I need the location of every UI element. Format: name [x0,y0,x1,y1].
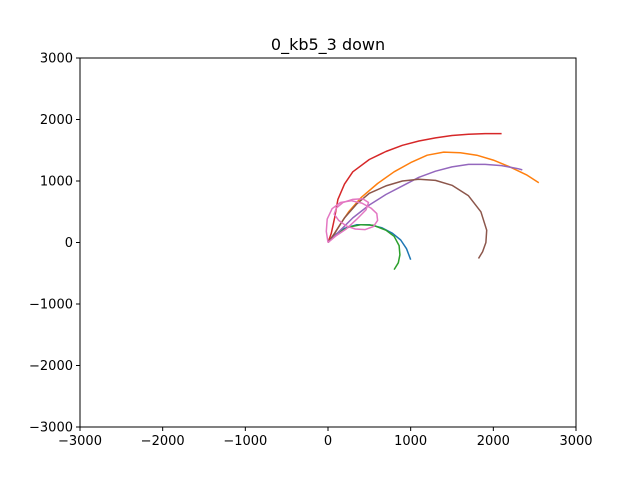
x-tick-label: −2000 [141,434,185,449]
y-axis: −3000 −2000 −1000 0 1000 2000 3000 [29,52,80,436]
y-tick-label: 3000 [40,52,73,67]
x-tick-label: −1000 [223,434,267,449]
series-line-5 [327,163,523,244]
x-tick-label: −3000 [58,434,102,449]
y-tick-label: 2000 [40,113,73,128]
x-tick-label: 2000 [477,434,510,449]
y-tick-label: −2000 [29,359,73,374]
y-tick-label: 1000 [40,175,73,190]
y-tick-label: 0 [65,236,73,251]
x-tick-label: 0 [324,434,332,449]
y-tick-label: −3000 [29,421,73,436]
series-line-7 [325,198,379,244]
y-tick-label: −1000 [29,298,73,313]
x-axis: −3000 −2000 −1000 0 1000 2000 3000 [58,427,593,449]
series-line-6 [327,178,488,259]
chart-title: 0_kb5_3 down [271,35,385,55]
x-tick-label: 1000 [394,434,427,449]
x-tick-label: 3000 [559,434,592,449]
series-layer [325,132,540,270]
